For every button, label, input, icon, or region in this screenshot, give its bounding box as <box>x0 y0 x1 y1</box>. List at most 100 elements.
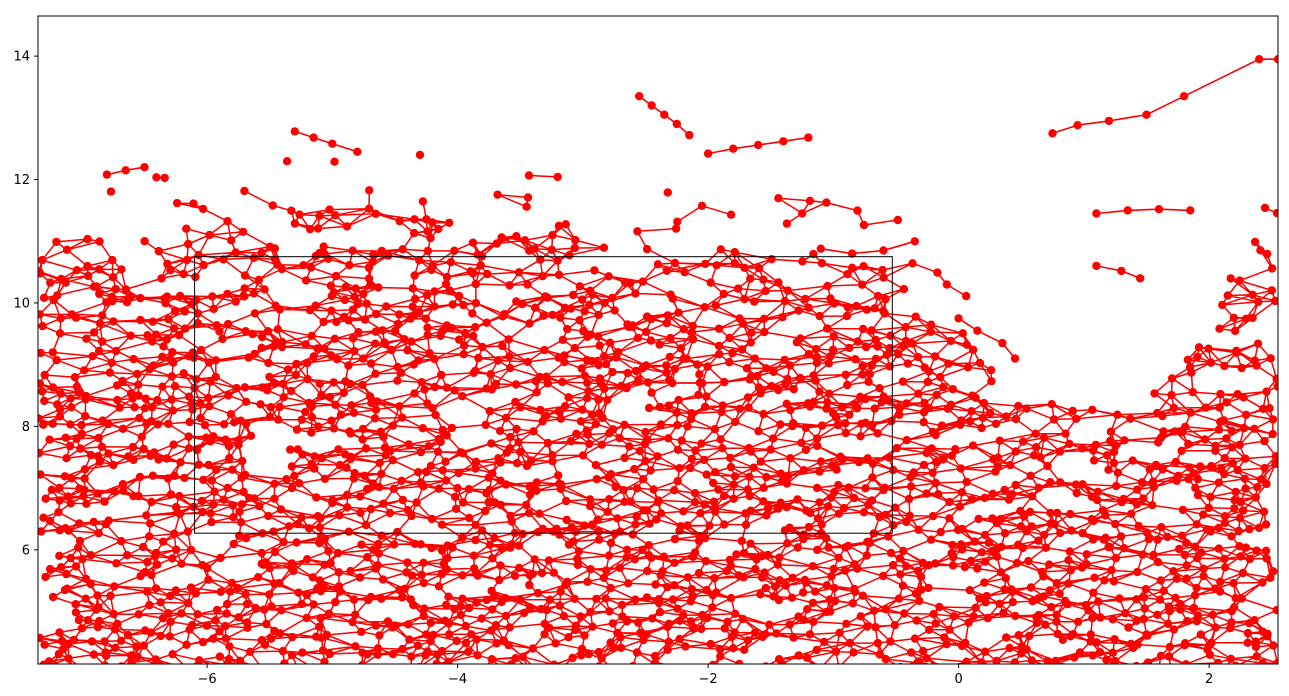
network-node <box>754 264 764 273</box>
network-node <box>718 401 727 410</box>
network-node <box>163 474 173 483</box>
network-node <box>917 585 926 594</box>
network-node <box>231 248 240 257</box>
network-node <box>1133 567 1142 577</box>
network-node <box>98 311 107 320</box>
network-node <box>499 663 503 664</box>
network-node <box>1215 403 1224 412</box>
network-node <box>802 506 811 515</box>
network-node <box>670 486 679 495</box>
network-node <box>738 614 747 624</box>
network-node <box>236 416 246 425</box>
network-node <box>982 591 991 601</box>
network-node <box>368 479 378 488</box>
network-node <box>315 523 324 532</box>
network-node <box>86 450 96 460</box>
network-node <box>825 389 834 398</box>
network-node <box>415 256 424 265</box>
network-node <box>729 494 738 503</box>
network-node <box>276 505 286 514</box>
network-node <box>737 670 745 678</box>
network-node <box>382 302 391 311</box>
network-node <box>1207 461 1216 471</box>
network-node <box>1047 400 1057 409</box>
network-node <box>583 430 593 439</box>
network-node <box>889 521 898 530</box>
network-node <box>600 298 609 308</box>
network-node <box>165 674 173 682</box>
network-node <box>911 312 920 321</box>
network-node <box>688 591 698 601</box>
network-node <box>461 621 470 631</box>
network-node <box>584 387 593 396</box>
network-node <box>39 293 49 302</box>
network-node <box>330 334 339 343</box>
network-node <box>442 600 451 610</box>
network-node <box>146 628 156 637</box>
network-node <box>227 578 237 588</box>
network-node <box>740 645 749 654</box>
network-node <box>438 646 447 656</box>
network-node <box>688 668 696 676</box>
network-node <box>858 370 867 379</box>
network-node <box>945 625 954 634</box>
network-node <box>670 581 679 590</box>
network-node <box>653 452 662 461</box>
network-node <box>591 419 600 429</box>
network-node <box>673 445 683 454</box>
network-node <box>586 607 595 617</box>
network-node <box>350 468 359 478</box>
network-node <box>556 587 565 596</box>
network-node <box>1214 544 1224 553</box>
network-node <box>1268 415 1278 424</box>
network-node <box>289 566 298 576</box>
network-node <box>301 276 311 285</box>
network-node <box>223 289 232 299</box>
network-node <box>841 370 850 379</box>
network-node <box>1025 631 1034 641</box>
network-node <box>714 341 724 351</box>
network-node <box>199 260 208 270</box>
network-node <box>64 526 73 535</box>
network-node <box>212 321 221 330</box>
network-node <box>1248 313 1257 323</box>
network-node <box>332 317 341 327</box>
network-node <box>1269 567 1278 576</box>
network-node <box>194 460 204 469</box>
network-node <box>878 265 887 275</box>
network-node <box>168 406 178 415</box>
network-node <box>216 587 225 596</box>
network-node <box>393 362 402 372</box>
network-node <box>379 499 388 508</box>
network-node <box>1089 456 1099 465</box>
network-node <box>512 232 521 241</box>
network-node <box>631 520 640 529</box>
network-node <box>886 331 895 340</box>
network-node <box>762 511 771 520</box>
network-node <box>251 603 260 613</box>
network-node <box>1205 650 1215 659</box>
network-node <box>287 559 297 568</box>
network-node <box>861 484 870 493</box>
network-node <box>560 358 569 367</box>
network-node <box>551 639 560 648</box>
network-node <box>1089 535 1098 544</box>
network-node <box>422 291 432 300</box>
x-tick-label: 0 <box>954 672 962 687</box>
network-node <box>346 452 356 461</box>
network-node <box>495 575 504 585</box>
network-node <box>745 472 754 481</box>
network-node <box>1253 670 1261 678</box>
network-node <box>886 548 896 558</box>
network-node <box>454 468 463 478</box>
branch-node-3-0 <box>102 170 112 179</box>
network-node <box>729 480 738 489</box>
network-node <box>1070 653 1079 662</box>
network-node <box>731 417 740 427</box>
network-node <box>38 379 44 388</box>
network-node <box>231 297 240 306</box>
network-node <box>975 358 985 368</box>
network-node <box>1078 528 1087 538</box>
network-node <box>526 603 535 612</box>
network-node <box>756 675 764 683</box>
